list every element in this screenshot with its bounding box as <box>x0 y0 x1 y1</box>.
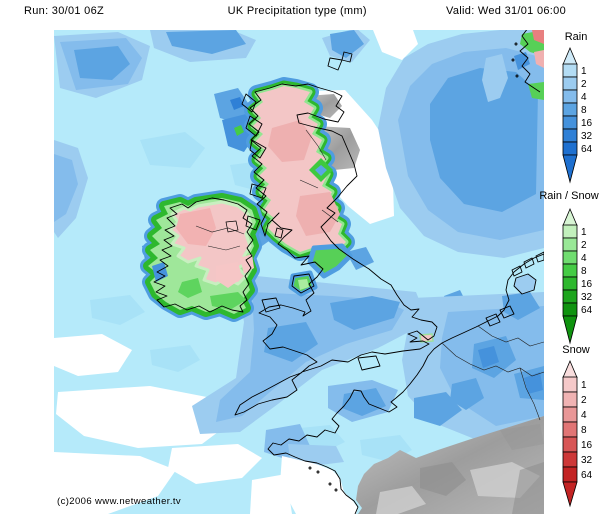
legend-step <box>562 436 578 453</box>
legend-step <box>562 276 578 291</box>
legend-step-label: 64 <box>581 144 593 155</box>
legend-step <box>562 451 578 468</box>
legend-step-label: 4 <box>581 253 587 264</box>
legend-step <box>562 115 578 130</box>
rain-legend: 1 2 4 8 16 32 64 <box>562 46 593 184</box>
legend-step-label: 4 <box>581 410 587 421</box>
legend-step-label: 1 <box>581 227 587 238</box>
legend-step-label: 32 <box>581 292 593 303</box>
legend-step-label: 16 <box>581 118 593 129</box>
legend-arrow-up-icon <box>562 207 578 226</box>
legend-step <box>562 89 578 104</box>
rain-legend-title: Rain <box>564 31 588 43</box>
precip-norway-corner <box>514 30 544 100</box>
map-title: UK Precipitation type (mm) <box>227 5 367 17</box>
copyright-label: (c)2006 www.netweather.tv <box>57 496 182 507</box>
coast-norway <box>519 30 541 93</box>
coast-continent <box>267 253 544 514</box>
legend-step-label: 64 <box>581 470 593 481</box>
legend-step <box>562 406 578 423</box>
legend-step <box>562 263 578 278</box>
legend-arrow-down-icon <box>562 481 578 508</box>
legend-step <box>562 302 578 317</box>
legend-arrow-down-icon <box>562 315 578 345</box>
valid-time-label: Valid: Wed 31/01 06:00 <box>446 5 566 17</box>
legend-step <box>562 224 578 239</box>
legend-step <box>562 376 578 393</box>
legend-step-label: 2 <box>581 395 587 406</box>
legend-step-label: 2 <box>581 240 587 251</box>
run-time-label: Run: 30/01 06Z <box>24 5 105 17</box>
legend-step <box>562 128 578 143</box>
coast-great-britain <box>234 83 438 416</box>
legend-step <box>562 76 578 91</box>
snow-legend: 1 2 4 8 16 32 64 <box>562 359 593 508</box>
internal-borders <box>195 129 544 421</box>
legend-step-label: 1 <box>581 380 587 391</box>
legend-step-label: 64 <box>581 305 593 316</box>
legend-step-label: 32 <box>581 131 593 142</box>
coastlines <box>153 30 544 514</box>
legend-step-label: 2 <box>581 79 587 90</box>
legend-step-label: 4 <box>581 92 587 103</box>
legend-step-label: 8 <box>581 425 587 436</box>
legend-step <box>562 391 578 408</box>
legend-step <box>562 289 578 304</box>
legend-step-label: 16 <box>581 279 593 290</box>
coast-ireland <box>153 197 254 313</box>
legend-step-label: 8 <box>581 105 587 116</box>
snow-area-ireland <box>148 198 256 314</box>
legend-step <box>562 250 578 265</box>
snow-legend-title: Snow <box>562 344 590 356</box>
legend-step <box>562 63 578 78</box>
rain-snow-legend: 1 2 4 8 16 32 64 <box>562 207 593 345</box>
legend-step <box>562 102 578 117</box>
legend-step <box>562 466 578 483</box>
legend-step-label: 1 <box>581 66 587 77</box>
legend-arrow-up-icon <box>562 46 578 65</box>
legend-step <box>562 421 578 438</box>
legend-step <box>562 141 578 156</box>
legend-step-label: 16 <box>581 440 593 451</box>
legend-step-label: 32 <box>581 455 593 466</box>
legend-step <box>562 237 578 252</box>
snow-area-scotland <box>253 86 350 279</box>
legend-arrow-up-icon <box>562 359 578 378</box>
isle-of-man-core <box>298 279 309 290</box>
rain-snow-legend-title: Rain / Snow <box>539 190 599 202</box>
legend-step-label: 8 <box>581 266 587 277</box>
legend-arrow-down-icon <box>562 154 578 184</box>
